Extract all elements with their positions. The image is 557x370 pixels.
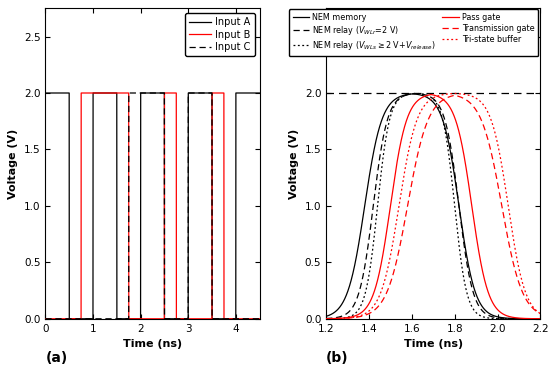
Text: (a): (a) xyxy=(45,351,67,365)
Legend: NEM memory, NEM relay ($V_{WLr}$=2 V), NEM relay ($V_{WLs}$$\geq$2 V+$V_{release: NEM memory, NEM relay ($V_{WLr}$=2 V), N… xyxy=(289,9,539,56)
Legend: Input A, Input B, Input C: Input A, Input B, Input C xyxy=(185,13,255,56)
Text: (b): (b) xyxy=(326,351,349,365)
X-axis label: Time (ns): Time (ns) xyxy=(123,339,182,349)
Y-axis label: Voltage (V): Voltage (V) xyxy=(8,128,18,199)
X-axis label: Time (ns): Time (ns) xyxy=(404,339,463,349)
Y-axis label: Voltage (V): Voltage (V) xyxy=(289,128,299,199)
